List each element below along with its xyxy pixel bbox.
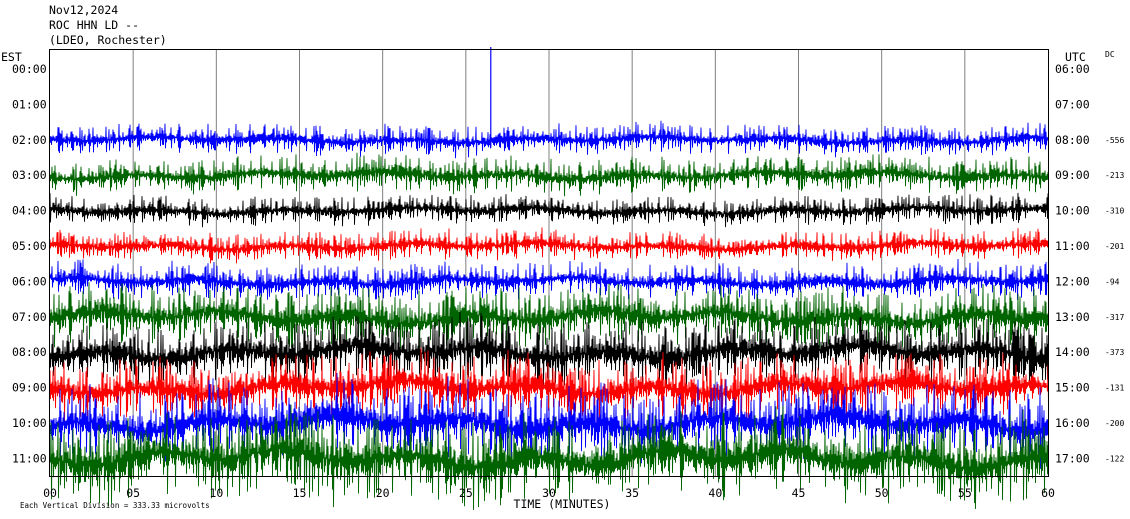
est-hour-label: 10:00 bbox=[12, 416, 47, 430]
seismic-trace bbox=[49, 258, 1049, 301]
seismic-trace bbox=[49, 347, 1049, 425]
x-tick-label: 25 bbox=[459, 486, 473, 500]
est-hour-label: 06:00 bbox=[12, 274, 47, 288]
plot-frame bbox=[49, 49, 1049, 477]
est-hour-label: 01:00 bbox=[12, 97, 47, 111]
utc-hour-label: 08:00 bbox=[1055, 133, 1090, 147]
est-hour-label: 02:00 bbox=[12, 133, 47, 147]
station-code: ROC HHN LD -- bbox=[49, 18, 140, 32]
x-tick-label: 05 bbox=[126, 486, 140, 500]
x-tick-label: 35 bbox=[625, 486, 639, 500]
x-axis-title: TIME (MINUTES) bbox=[514, 497, 611, 511]
chart-labels: 00 05 10 15 20 25 30 35 40 45 50 55 60 EST UTC DC TIME (… bbox=[1, 50, 1124, 511]
x-tick-label: 40 bbox=[708, 486, 722, 500]
est-hour-label: 03:00 bbox=[12, 168, 47, 182]
utc-hour-label: 06:00 bbox=[1055, 62, 1090, 76]
dc-offset-label: -373 bbox=[1105, 348, 1124, 357]
est-hour-label: 05:00 bbox=[12, 239, 47, 253]
est-axis-label: EST bbox=[1, 50, 22, 64]
utc-hour-label: 12:00 bbox=[1055, 274, 1090, 288]
seismic-trace bbox=[49, 311, 1049, 389]
dc-offset-label: -200 bbox=[1105, 419, 1124, 428]
x-tick-label: 10 bbox=[209, 486, 223, 500]
dc-offset-label: -201 bbox=[1105, 242, 1124, 251]
utc-axis-label: UTC bbox=[1065, 50, 1086, 64]
seismic-trace bbox=[49, 152, 1049, 197]
x-tick-label: 60 bbox=[1041, 486, 1055, 500]
x-tick-label: 20 bbox=[376, 486, 390, 500]
utc-hour-label: 17:00 bbox=[1055, 451, 1090, 465]
utc-hour-label: 14:00 bbox=[1055, 345, 1090, 359]
est-hour-label: 04:00 bbox=[12, 204, 47, 218]
utc-hour-label: 10:00 bbox=[1055, 204, 1090, 218]
est-hour-label: 07:00 bbox=[12, 310, 47, 324]
seismic-trace bbox=[49, 192, 1049, 228]
utc-hour-label: 15:00 bbox=[1055, 381, 1090, 395]
dc-offset-label: -122 bbox=[1105, 454, 1124, 463]
seismic-trace bbox=[49, 120, 1049, 159]
seismic-trace bbox=[49, 404, 1049, 511]
utc-hour-label: 07:00 bbox=[1055, 97, 1090, 111]
est-hour-label: 09:00 bbox=[12, 381, 47, 395]
utc-hour-label: 13:00 bbox=[1055, 310, 1090, 324]
est-hour-label: 08:00 bbox=[12, 345, 47, 359]
dc-header-label: DC bbox=[1105, 50, 1115, 59]
record-date: Nov12,2024 bbox=[49, 3, 119, 17]
x-tick-label: 15 bbox=[293, 486, 307, 500]
vertical-division-note: Each Vertical Division = 333.33 microvol… bbox=[20, 501, 210, 510]
utc-hour-label: 11:00 bbox=[1055, 239, 1090, 253]
dc-offset-label: -556 bbox=[1105, 136, 1124, 145]
x-tick-label: 45 bbox=[792, 486, 806, 500]
x-tick-label: 50 bbox=[875, 486, 889, 500]
x-tick-label: 30 bbox=[542, 486, 556, 500]
dc-offset-label: -94 bbox=[1105, 277, 1120, 286]
seismic-trace bbox=[49, 282, 1049, 352]
seismic-trace bbox=[49, 227, 1049, 264]
chart-traces bbox=[49, 47, 1049, 511]
x-tick-label: 00 bbox=[43, 486, 57, 500]
est-hour-label: 11:00 bbox=[12, 451, 47, 465]
x-tick-label: 55 bbox=[958, 486, 972, 500]
dc-offset-label: -310 bbox=[1105, 207, 1124, 216]
dc-offset-label: -317 bbox=[1105, 313, 1124, 322]
est-hour-label: 00:00 bbox=[12, 62, 47, 76]
utc-hour-label: 09:00 bbox=[1055, 168, 1090, 182]
dc-offset-label: -131 bbox=[1105, 384, 1124, 393]
network-name: (LDEO, Rochester) bbox=[49, 33, 167, 47]
utc-hour-label: 16:00 bbox=[1055, 416, 1090, 430]
dc-offset-label: -213 bbox=[1105, 171, 1124, 180]
